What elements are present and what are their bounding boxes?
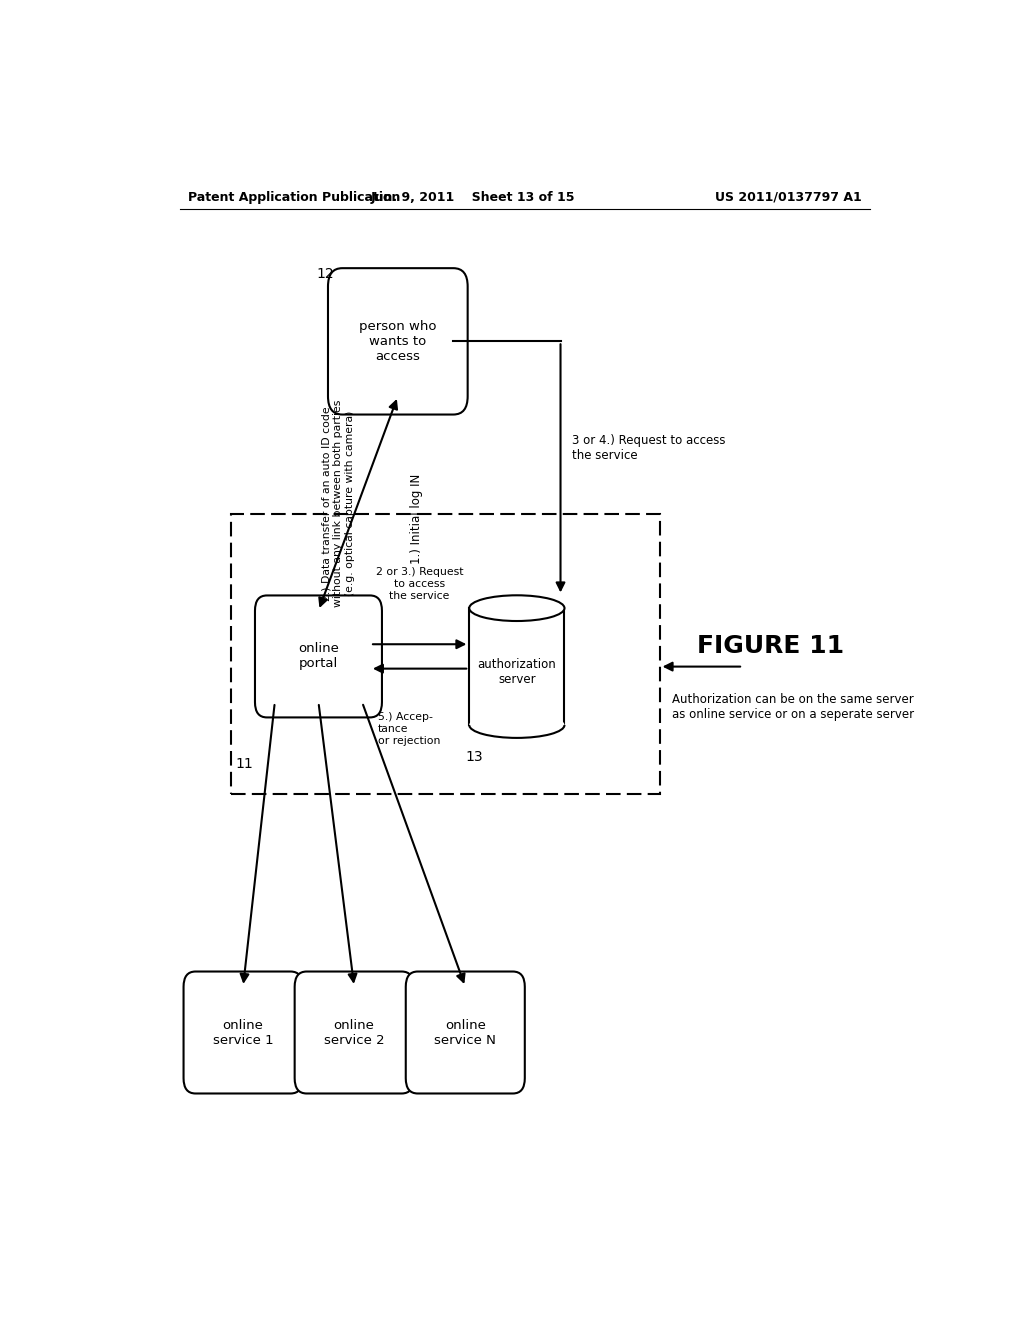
FancyBboxPatch shape — [255, 595, 382, 718]
Text: 1.) Initial log IN: 1.) Initial log IN — [410, 474, 423, 564]
Text: 11: 11 — [236, 758, 253, 771]
Text: online
service N: online service N — [434, 1019, 497, 1047]
Text: 13: 13 — [465, 751, 483, 764]
Bar — [231, 515, 659, 793]
Text: 5.) Accep-
tance
or rejection: 5.) Accep- tance or rejection — [378, 713, 440, 746]
Text: authorization
server: authorization server — [477, 657, 556, 685]
Text: 2 or 3.) Request
to access
the service: 2 or 3.) Request to access the service — [376, 568, 464, 601]
Text: online
portal: online portal — [298, 643, 339, 671]
Text: Jun. 9, 2011    Sheet 13 of 15: Jun. 9, 2011 Sheet 13 of 15 — [371, 190, 575, 203]
FancyBboxPatch shape — [328, 268, 468, 414]
FancyBboxPatch shape — [295, 972, 414, 1093]
Text: FIGURE 11: FIGURE 11 — [697, 635, 845, 659]
Ellipse shape — [469, 713, 564, 738]
Text: US 2011/0137797 A1: US 2011/0137797 A1 — [716, 190, 862, 203]
Text: Patent Application Publication: Patent Application Publication — [187, 190, 400, 203]
Text: 12: 12 — [316, 268, 334, 281]
Text: person who
wants to
access: person who wants to access — [359, 319, 436, 363]
FancyBboxPatch shape — [406, 972, 524, 1093]
Text: online
service 1: online service 1 — [213, 1019, 273, 1047]
Text: 3 or 4.) Request to access
the service: 3 or 4.) Request to access the service — [572, 434, 726, 462]
Text: 2.) Data transfer of an auto ID code
without any link between both parties
(e.g.: 2.) Data transfer of an auto ID code wit… — [322, 400, 355, 607]
Ellipse shape — [469, 595, 564, 620]
FancyBboxPatch shape — [183, 972, 303, 1093]
Text: Authorization can be on the same server
as online service or on a seperate serve: Authorization can be on the same server … — [672, 693, 913, 721]
Text: online
service 2: online service 2 — [324, 1019, 384, 1047]
Bar — [469, 609, 564, 725]
